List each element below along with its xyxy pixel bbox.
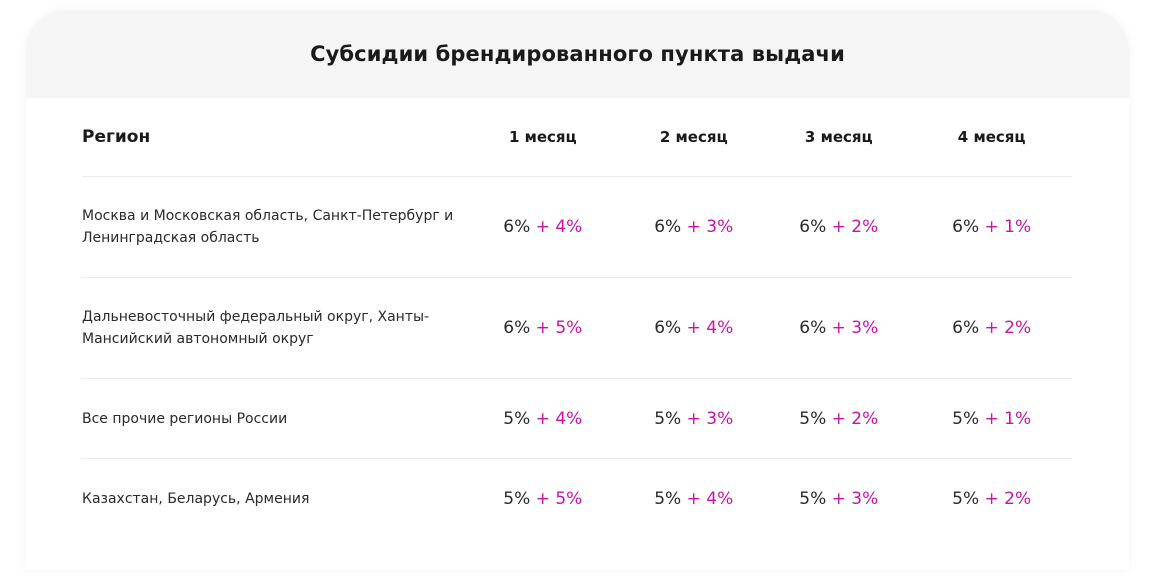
base-rate: 5% [654,408,682,429]
base-rate: 6% [799,318,827,338]
base-rate: 6% [654,217,682,237]
base-rate: 5% [503,408,531,429]
bonus-rate: + 2% [826,408,879,429]
subsidy-cell: 5% + 2% [911,489,1072,509]
bonus-rate: + 2% [979,318,1032,338]
bonus-rate: + 3% [826,318,879,338]
page-title: Субсидии брендированного пункта выдачи [310,42,845,66]
base-rate: 6% [654,318,682,338]
base-rate: 5% [952,408,980,429]
bonus-rate: + 4% [530,217,583,237]
base-rate: 5% [952,488,980,509]
table-row: Казахстан, Беларусь, Армения 5% + 5% 5% … [82,459,1072,538]
bonus-rate: + 5% [530,318,583,338]
table-header-row: Регион 1 месяц 2 месяц 3 месяц 4 месяц [82,98,1072,177]
subsidy-cell: 5% + 5% [464,489,621,509]
region-cell: Казахстан, Беларусь, Армения [82,490,310,507]
subsidies-table: Регион 1 месяц 2 месяц 3 месяц 4 месяц М… [82,98,1072,538]
subsidy-cell: 6% + 5% [464,318,621,338]
base-rate: 5% [654,488,682,509]
bonus-rate: + 3% [681,217,734,237]
subsidy-cell: 5% + 4% [464,409,621,429]
bonus-rate: + 3% [826,488,879,509]
region-cell: Дальневосточный федеральный округ, Ханты… [82,309,430,347]
table-row: Дальневосточный федеральный округ, Ханты… [82,278,1072,379]
base-rate: 6% [503,318,531,338]
subsidy-cell: 6% + 1% [911,217,1072,237]
subsidy-cell: 5% + 2% [766,409,911,429]
column-header-month-2: 2 месяц [659,128,728,146]
base-rate: 6% [799,217,827,237]
subsidy-cell: 5% + 1% [911,409,1072,429]
subsidy-cell: 6% + 4% [464,217,621,237]
column-header-month-4: 4 месяц [957,128,1026,146]
bonus-rate: + 2% [979,488,1032,509]
region-cell: Все прочие регионы России [82,410,288,427]
subsidy-cell: 6% + 2% [911,318,1072,338]
subsidy-cell: 5% + 3% [766,489,911,509]
column-header-month-1: 1 месяц [508,128,577,146]
base-rate: 5% [799,488,827,509]
base-rate: 5% [503,488,531,509]
subsidy-cell: 5% + 3% [621,409,766,429]
bonus-rate: + 3% [681,408,734,429]
subsidy-cell: 6% + 4% [621,318,766,338]
region-cell: Москва и Московская область, Санкт-Петер… [82,208,454,246]
subsidy-cell: 5% + 4% [621,489,766,509]
base-rate: 6% [952,217,980,237]
base-rate: 6% [952,318,980,338]
bonus-rate: + 1% [979,408,1032,429]
base-rate: 5% [799,408,827,429]
bonus-rate: + 2% [826,217,879,237]
bonus-rate: + 4% [681,318,734,338]
bonus-rate: + 5% [530,488,583,509]
bonus-rate: + 4% [530,408,583,429]
base-rate: 6% [503,217,531,237]
table-row: Все прочие регионы России 5% + 4% 5% + 3… [82,379,1072,459]
table-row: Москва и Московская область, Санкт-Петер… [82,177,1072,278]
bonus-rate: + 4% [681,488,734,509]
subsidies-card: Субсидии брендированного пункта выдачи Р… [26,10,1129,570]
card-header: Субсидии брендированного пункта выдачи [26,10,1129,98]
bonus-rate: + 1% [979,217,1032,237]
subsidy-cell: 6% + 2% [766,217,911,237]
column-header-month-3: 3 месяц [804,128,873,146]
subsidy-cell: 6% + 3% [766,318,911,338]
subsidy-cell: 6% + 3% [621,217,766,237]
column-header-region: Регион [82,127,151,147]
